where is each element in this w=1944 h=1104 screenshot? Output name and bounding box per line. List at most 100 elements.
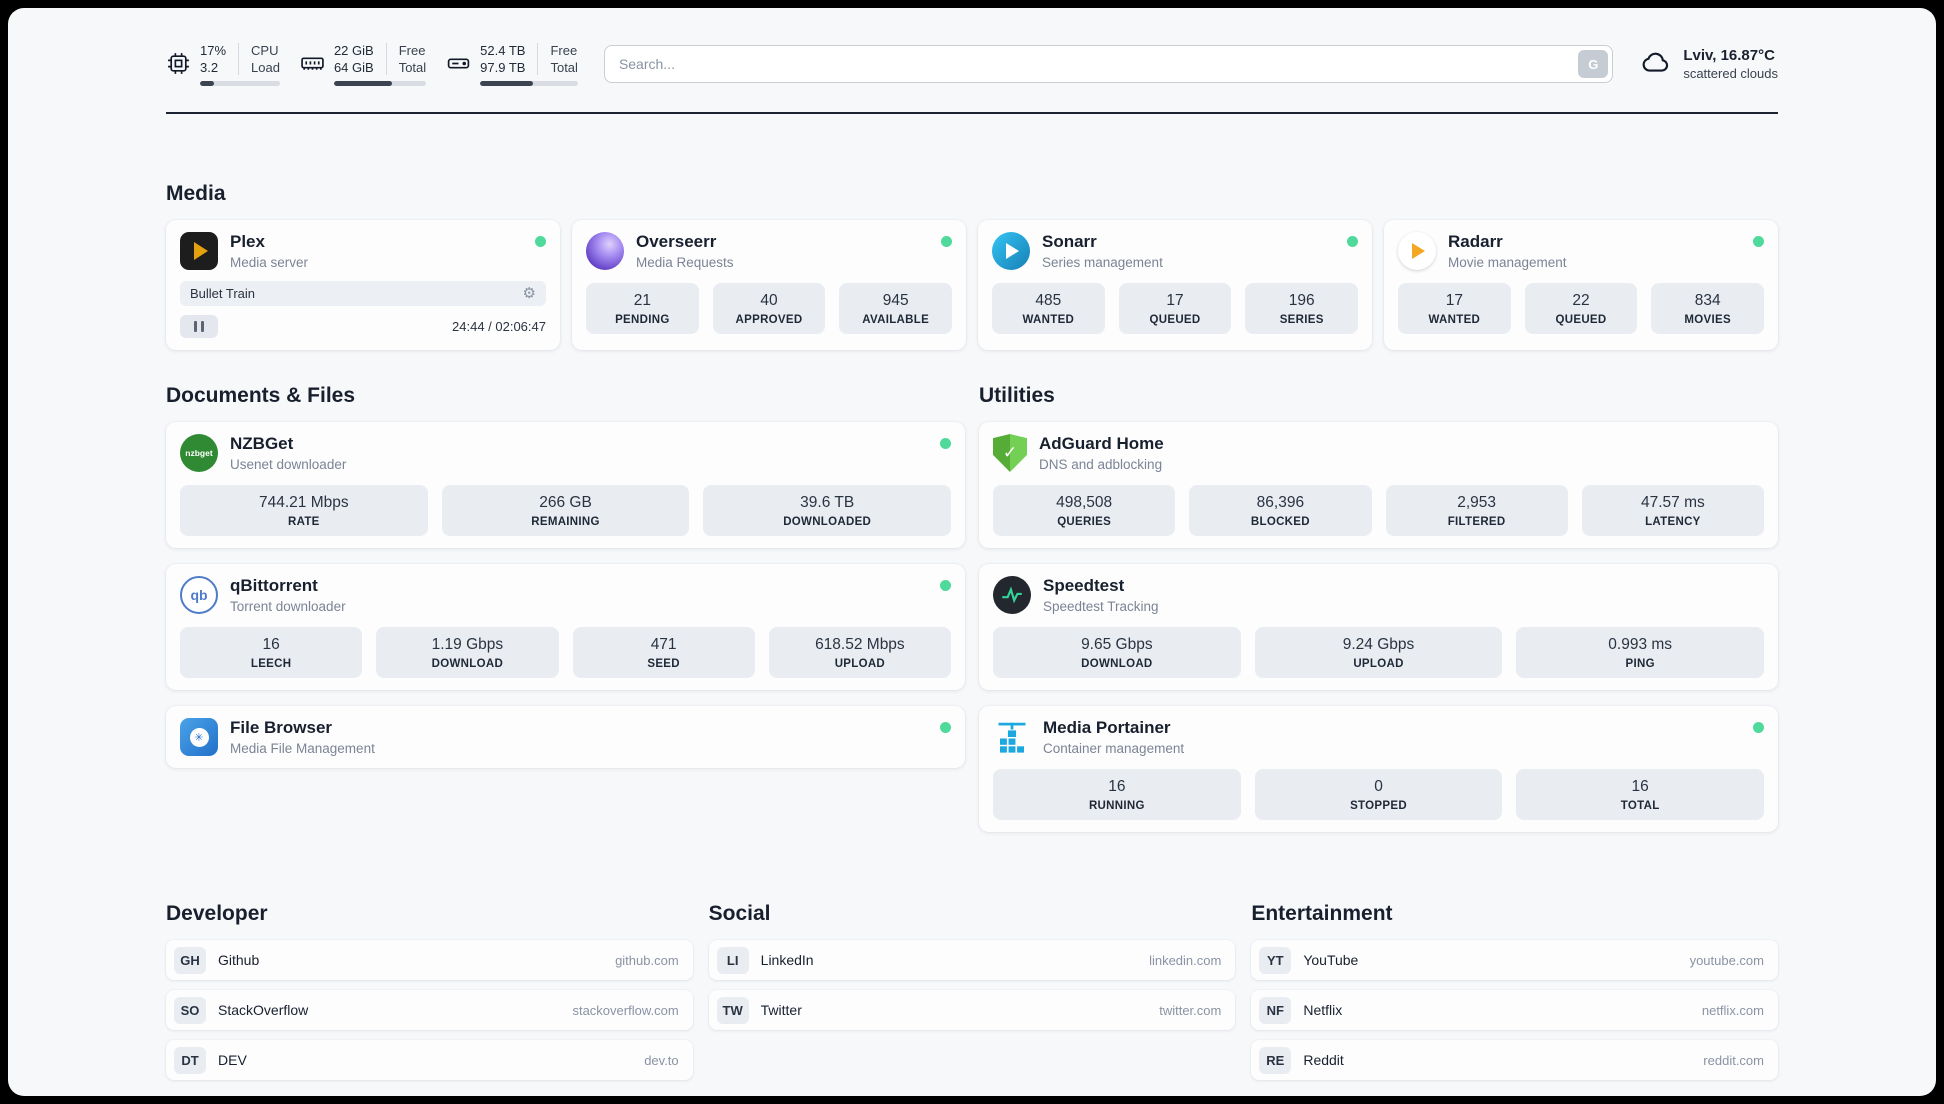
stat-box: 744.21 Mbps RATE <box>180 485 428 536</box>
plex-subtitle: Media server <box>230 255 309 270</box>
plex-card[interactable]: Plex Media server Bullet Train ⚙ <box>166 220 560 350</box>
disk-metric: 52.4 TB 97.9 TB Free Total <box>446 42 578 86</box>
portainer-card[interactable]: Media Portainer Container management 16 … <box>979 706 1778 832</box>
sonarr-subtitle: Series management <box>1042 255 1163 270</box>
utilities-section-title: Utilities <box>979 384 1055 407</box>
bookmark-name: Reddit <box>1303 1052 1344 1068</box>
linkedin-icon: LI <box>716 946 749 974</box>
plex-title: Plex <box>230 232 265 251</box>
stat-box: 9.65 Gbps DOWNLOAD <box>993 627 1241 678</box>
portainer-subtitle: Container management <box>1043 741 1185 756</box>
stat-label: LATENCY <box>1645 516 1701 528</box>
bookmark-netflix[interactable]: NF Netflix netflix.com <box>1251 990 1778 1030</box>
stat-box: 39.6 TB DOWNLOADED <box>703 485 952 536</box>
stat-box: 834 MOVIES <box>1651 283 1765 334</box>
nzbget-subtitle: Usenet downloader <box>230 457 347 472</box>
overseerr-subtitle: Media Requests <box>636 255 734 270</box>
stat-label: LEECH <box>250 658 292 670</box>
search-engine-button[interactable]: G <box>1578 50 1609 78</box>
qbittorrent-title: qBittorrent <box>230 576 318 595</box>
stat-value: 17 <box>1445 292 1463 309</box>
bookmark-name: Github <box>218 952 260 968</box>
header-divider <box>166 112 1778 114</box>
filebrowser-card[interactable]: ✳ File Browser Media File Management <box>166 706 965 768</box>
bookmark-url: stackoverflow.com <box>572 1002 679 1018</box>
stat-value: 16 <box>262 636 280 653</box>
bookmark-reddit[interactable]: RE Reddit reddit.com <box>1251 1040 1778 1080</box>
filebrowser-icon: ✳ <box>180 718 218 756</box>
stat-label: DOWNLOAD <box>1081 658 1153 670</box>
stat-value: 196 <box>1288 292 1315 309</box>
stat-value: 16 <box>1631 778 1649 795</box>
adguard-card[interactable]: ✓ AdGuard Home DNS and adblocking 498,50… <box>979 422 1778 548</box>
top-bar: 17% 3.2 CPU Load <box>166 34 1778 94</box>
stat-box: 0.993 ms PING <box>1516 627 1765 678</box>
media-section-title: Media <box>166 182 226 205</box>
bookmark-name: Twitter <box>760 1002 802 1018</box>
utilities-section: Utilities ✓ AdGuard Home DNS and adblock… <box>979 384 1778 832</box>
pause-icon <box>194 321 197 332</box>
filebrowser-status-dot <box>940 722 951 733</box>
stat-value: 266 GB <box>539 494 592 511</box>
sonarr-status-dot <box>1347 236 1358 247</box>
stat-label: STOPPED <box>1350 800 1407 812</box>
stat-label: RATE <box>288 516 320 528</box>
now-playing-row: Bullet Train ⚙ <box>180 281 546 306</box>
stat-label: UPLOAD <box>1353 658 1404 670</box>
pause-button[interactable] <box>180 315 218 338</box>
speedtest-card[interactable]: Speedtest Speedtest Tracking 9.65 Gbps D… <box>979 564 1778 690</box>
bookmark-linkedin[interactable]: LI LinkedIn linkedin.com <box>708 940 1236 980</box>
entertainment-section-title: Entertainment <box>1251 902 1393 925</box>
cpu-progress-bar <box>200 80 280 86</box>
reddit-icon: RE <box>1259 1046 1292 1074</box>
disk-free-label: Free <box>550 42 578 58</box>
cpu-load-value: 3.2 <box>200 59 219 75</box>
stat-value: 9.65 Gbps <box>1081 636 1153 653</box>
social-section: Social LI LinkedIn linkedin.com TW Twitt… <box>708 902 1236 1080</box>
bookmark-dev[interactable]: DT DEV dev.to <box>166 1040 693 1080</box>
overseerr-card[interactable]: Overseerr Media Requests 21 PENDING 40 A… <box>572 220 966 350</box>
dev-icon: DT <box>174 1046 206 1074</box>
weather-widget: Lviv, 16.87°C scattered clouds <box>1639 45 1778 84</box>
stat-box: 1.19 Gbps DOWNLOAD <box>376 627 559 678</box>
filebrowser-title: File Browser <box>230 718 333 737</box>
adguard-title: AdGuard Home <box>1039 434 1164 453</box>
bookmark-url: reddit.com <box>1703 1052 1764 1068</box>
stat-box: 266 GB REMAINING <box>441 485 690 536</box>
adguard-subtitle: DNS and adblocking <box>1039 457 1163 472</box>
radarr-title: Radarr <box>1448 232 1503 251</box>
stat-label: SERIES <box>1279 314 1324 326</box>
gear-icon[interactable]: ⚙ <box>522 285 536 302</box>
bookmark-stackoverflow[interactable]: SO StackOverflow stackoverflow.com <box>166 990 693 1030</box>
entertainment-section: Entertainment YT YouTube youtube.com NF … <box>1251 902 1778 1080</box>
developer-section: Developer GH Github github.com SO StackO… <box>166 902 693 1080</box>
cpu-label: CPU <box>251 42 279 58</box>
stat-box: 471 SEED <box>572 627 755 678</box>
developer-section-title: Developer <box>166 902 268 925</box>
search-input[interactable] <box>603 45 1614 83</box>
nzbget-card[interactable]: nzbget NZBGet Usenet downloader 744.21 M… <box>166 422 965 548</box>
stat-box: 196 SERIES <box>1245 283 1359 334</box>
stat-value: 498,508 <box>1056 494 1113 511</box>
stat-label: RUNNING <box>1088 800 1145 812</box>
disk-total-label: Total <box>550 59 578 75</box>
bookmark-name: YouTube <box>1303 952 1359 968</box>
qbittorrent-card[interactable]: qb qBittorrent Torrent downloader 16 LEE… <box>166 564 965 690</box>
documents-section-title: Documents & Files <box>166 384 356 407</box>
twitter-icon: TW <box>716 996 749 1024</box>
bookmark-twitter[interactable]: TW Twitter twitter.com <box>708 990 1236 1030</box>
stat-box: 618.52 Mbps UPLOAD <box>768 627 951 678</box>
stat-value: 16 <box>1108 778 1126 795</box>
bookmark-github[interactable]: GH Github github.com <box>166 940 693 980</box>
qbittorrent-subtitle: Torrent downloader <box>230 599 346 614</box>
radarr-card[interactable]: Radarr Movie management 17 WANTED 22 QUE… <box>1384 220 1778 350</box>
now-playing-title: Bullet Train <box>190 286 256 301</box>
qbittorrent-status-dot <box>940 580 951 591</box>
sonarr-card[interactable]: Sonarr Series management 485 WANTED 17 Q… <box>978 220 1372 350</box>
stat-box: 22 QUEUED <box>1524 283 1638 334</box>
radarr-icon <box>1398 232 1436 270</box>
bookmark-name: StackOverflow <box>218 1002 309 1018</box>
nzbget-status-dot <box>940 438 951 449</box>
ram-progress-bar <box>333 80 427 86</box>
bookmark-youtube[interactable]: YT YouTube youtube.com <box>1251 940 1778 980</box>
